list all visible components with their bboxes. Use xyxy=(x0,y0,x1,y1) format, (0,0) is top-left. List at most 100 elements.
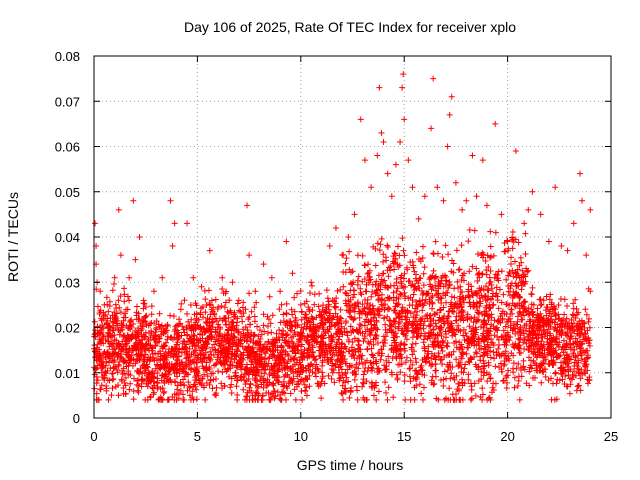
data-point xyxy=(415,256,422,263)
data-point xyxy=(394,375,401,382)
data-point xyxy=(171,220,178,227)
data-point xyxy=(552,369,559,376)
data-point xyxy=(473,265,480,272)
data-point xyxy=(348,344,355,351)
data-point xyxy=(126,274,133,281)
data-point xyxy=(490,323,497,330)
data-point xyxy=(219,274,226,281)
data-point xyxy=(496,341,503,348)
data-point xyxy=(548,313,555,320)
data-point xyxy=(165,396,172,403)
data-point xyxy=(289,311,296,318)
data-point xyxy=(265,316,272,323)
data-point xyxy=(105,396,112,403)
data-point xyxy=(420,270,427,277)
data-point xyxy=(419,255,426,262)
data-point xyxy=(348,385,355,392)
x-tick-label: 15 xyxy=(397,429,411,444)
data-point xyxy=(474,277,481,284)
data-point xyxy=(343,255,350,262)
data-point xyxy=(303,349,310,356)
data-point xyxy=(293,381,300,388)
data-point xyxy=(138,383,145,390)
data-point xyxy=(257,335,264,342)
data-point xyxy=(172,379,179,386)
data-point xyxy=(503,379,510,386)
data-point xyxy=(349,327,356,334)
data-point xyxy=(544,338,551,345)
data-point xyxy=(98,339,105,346)
data-point xyxy=(495,319,502,326)
data-point xyxy=(510,360,517,367)
data-point xyxy=(566,375,573,382)
data-point xyxy=(111,281,118,288)
data-point xyxy=(558,364,565,371)
data-point xyxy=(354,396,361,403)
data-point xyxy=(374,152,381,159)
data-point xyxy=(440,337,447,344)
data-point xyxy=(395,300,402,307)
data-point xyxy=(369,281,376,288)
data-point xyxy=(478,292,485,299)
data-point xyxy=(407,310,414,317)
data-point xyxy=(277,288,284,295)
data-point xyxy=(421,330,428,337)
data-point xyxy=(491,332,498,339)
x-tick-label: 10 xyxy=(294,429,308,444)
data-point xyxy=(103,294,110,301)
data-point xyxy=(492,120,499,127)
data-point xyxy=(119,338,126,345)
data-point xyxy=(459,206,466,213)
data-point xyxy=(444,343,451,350)
data-point xyxy=(398,291,405,298)
data-point xyxy=(359,383,366,390)
data-point xyxy=(518,286,525,293)
data-point xyxy=(368,327,375,334)
data-point xyxy=(380,251,387,258)
data-point xyxy=(153,355,160,362)
data-point xyxy=(374,240,381,247)
data-point xyxy=(585,315,592,322)
data-point xyxy=(466,268,473,275)
data-point xyxy=(390,394,397,401)
data-point xyxy=(268,329,275,336)
data-point xyxy=(573,387,580,394)
data-point xyxy=(526,343,533,350)
data-point xyxy=(349,268,356,275)
data-point xyxy=(419,356,426,363)
data-point xyxy=(329,338,336,345)
data-point xyxy=(552,339,559,346)
data-point xyxy=(256,327,263,334)
data-point xyxy=(148,311,155,318)
data-point xyxy=(118,355,125,362)
data-point xyxy=(465,238,472,245)
data-point xyxy=(109,370,116,377)
data-point xyxy=(297,301,304,308)
data-point xyxy=(388,193,395,200)
data-point xyxy=(430,250,437,257)
data-point xyxy=(211,310,218,317)
data-point xyxy=(401,289,408,296)
data-point xyxy=(420,282,427,289)
data-point xyxy=(228,381,235,388)
data-point xyxy=(340,396,347,403)
data-point xyxy=(211,341,218,348)
data-point xyxy=(242,345,249,352)
data-point xyxy=(249,396,256,403)
data-point xyxy=(382,254,389,261)
data-point xyxy=(365,269,372,276)
data-point xyxy=(529,339,536,346)
data-point xyxy=(508,260,515,267)
data-point xyxy=(333,295,340,302)
data-point xyxy=(414,321,421,328)
data-point xyxy=(492,229,499,236)
data-point xyxy=(568,332,575,339)
data-point xyxy=(325,372,332,379)
data-point xyxy=(181,382,188,389)
data-point xyxy=(356,325,363,332)
data-point xyxy=(393,276,400,283)
data-point xyxy=(246,314,253,321)
data-point xyxy=(315,303,322,310)
data-point xyxy=(195,316,202,323)
data-point xyxy=(405,157,412,164)
